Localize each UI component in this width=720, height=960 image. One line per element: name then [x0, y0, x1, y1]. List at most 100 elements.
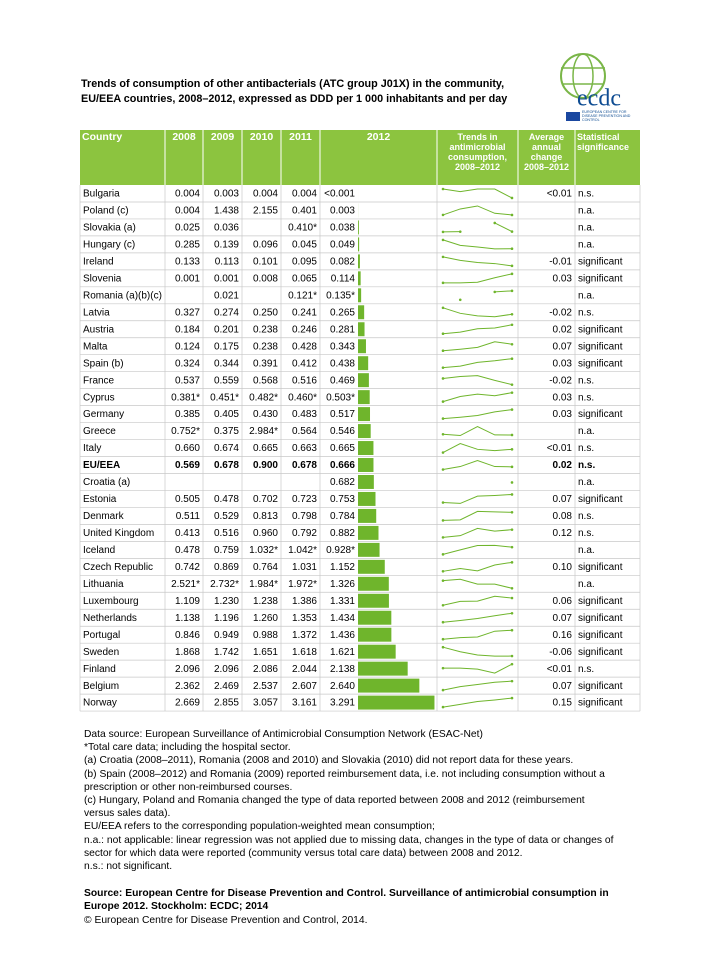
trend-point: [441, 230, 445, 234]
trend-point: [441, 705, 445, 709]
logo: ecdc EUROPEAN CENTRE FOR DISEASE PREVENT…: [560, 53, 630, 122]
trend-line: [442, 493, 513, 504]
significance: n.a.: [578, 545, 595, 556]
trend-point: [441, 349, 445, 353]
trend-point: [441, 501, 445, 504]
trend-line: [442, 358, 513, 369]
value-cell: 0.175: [214, 341, 239, 352]
trend-point: [441, 255, 445, 259]
significance: n.s.: [578, 307, 594, 318]
value-cell: 1.436: [330, 630, 355, 641]
trend-line: [442, 612, 513, 623]
country: Croatia (a): [83, 477, 130, 488]
trend-point: [441, 666, 445, 670]
value-cell: 2.640: [330, 681, 355, 692]
value-cell: 0.238: [253, 341, 278, 352]
value-cell: 3.291: [330, 698, 355, 709]
value-cell: 0.428: [292, 341, 317, 352]
bar: [358, 593, 389, 608]
annual-change: 0.07: [553, 494, 573, 505]
significance: n.s.: [578, 460, 595, 471]
value-cell: 2.855: [214, 698, 239, 709]
annual-change: 0.08: [553, 511, 573, 522]
eu-flag: [566, 112, 580, 121]
bar: [358, 525, 379, 540]
country: Lithuania: [83, 579, 124, 590]
value-cell: 0.478: [214, 494, 239, 505]
trend-point: [510, 264, 514, 268]
bar: [358, 220, 359, 235]
bar: [358, 288, 362, 303]
value-cell: 0.882: [330, 528, 355, 539]
significance: significant: [578, 630, 623, 641]
value-cell: 0.869: [214, 562, 239, 573]
value-cell: 0.516: [292, 375, 317, 386]
significance: n.a.: [578, 290, 595, 301]
value-cell: 0.049: [330, 240, 355, 251]
annual-change: -0.02: [549, 307, 572, 318]
annual-change: 0.15: [553, 698, 573, 709]
value-cell: 1.238: [253, 596, 278, 607]
annual-change: 0.07: [553, 681, 573, 692]
bar: [358, 237, 360, 252]
value-cell: 0.344: [214, 358, 239, 369]
annual-change: <0.01: [547, 189, 573, 200]
annual-change: 0.10: [553, 562, 573, 573]
trend-point: [510, 342, 514, 346]
note: *Total care data; including the hospital…: [84, 742, 291, 754]
value-cell: 1.230: [214, 596, 239, 607]
header-cell: Average annual change 2008–2012: [523, 132, 570, 172]
src: Source: European Centre for Disease Prev…: [84, 888, 609, 913]
trend-point: [441, 213, 445, 217]
country: Greece: [83, 426, 116, 437]
trend-point: [510, 213, 514, 217]
annual-change: <0.01: [547, 664, 573, 675]
bar: [358, 254, 360, 269]
annual-change: 0.06: [553, 596, 573, 607]
value-cell: 0.663: [292, 443, 317, 454]
trend-line: [442, 578, 513, 589]
value-cell: 0.413: [175, 528, 200, 539]
country: Belgium: [83, 681, 119, 692]
trend-point: [441, 400, 445, 403]
trend-line: [494, 222, 513, 233]
value-cell: 0.682: [330, 477, 355, 488]
annual-change: -0.01: [549, 257, 572, 268]
value-cell: 2.469: [214, 681, 239, 692]
value-cell: 0.537: [175, 375, 200, 386]
trend-point: [441, 536, 445, 539]
value-cell: 0.949: [214, 630, 239, 641]
value-cell: 0.482*: [249, 392, 278, 403]
value-cell: 0.674: [214, 443, 239, 454]
trend-point: [441, 366, 445, 369]
note: (c) Hungary, Poland and Romania changed …: [84, 795, 585, 820]
value-cell: 0.004: [175, 189, 200, 200]
value-cell: 0.665: [253, 443, 278, 454]
trend-point: [510, 696, 514, 700]
value-cell: 2.521*: [171, 579, 200, 590]
trend-point: [441, 603, 445, 607]
bar: [358, 441, 374, 456]
value-cell: 0.113: [215, 257, 240, 268]
header-cell-box: Statistical significance: [577, 132, 629, 152]
significance: n.s.: [578, 511, 594, 522]
trend-line: [442, 239, 513, 250]
header-cell-box: 2010: [250, 132, 273, 142]
trend-point: [441, 468, 445, 471]
value-cell: 0.285: [175, 240, 200, 251]
trend-point: [510, 433, 514, 437]
value-cell: 0.517: [330, 409, 355, 420]
value-cell: 0.742: [175, 562, 200, 573]
value-cell: 1.434: [330, 613, 355, 624]
value-cell: 0.001: [175, 273, 200, 284]
country: United Kingdom: [83, 528, 154, 539]
value-cell: 0.469: [330, 375, 355, 386]
value-cell: 0.096: [253, 240, 278, 251]
value-cell: 0.036: [214, 223, 239, 234]
trend-point: [510, 528, 514, 531]
value-cell: 0.281: [330, 324, 355, 335]
significance: n.s.: [578, 443, 594, 454]
value-cell: 1.742: [214, 647, 239, 658]
value-cell: 0.569: [175, 460, 200, 471]
significance: significant: [578, 324, 623, 335]
